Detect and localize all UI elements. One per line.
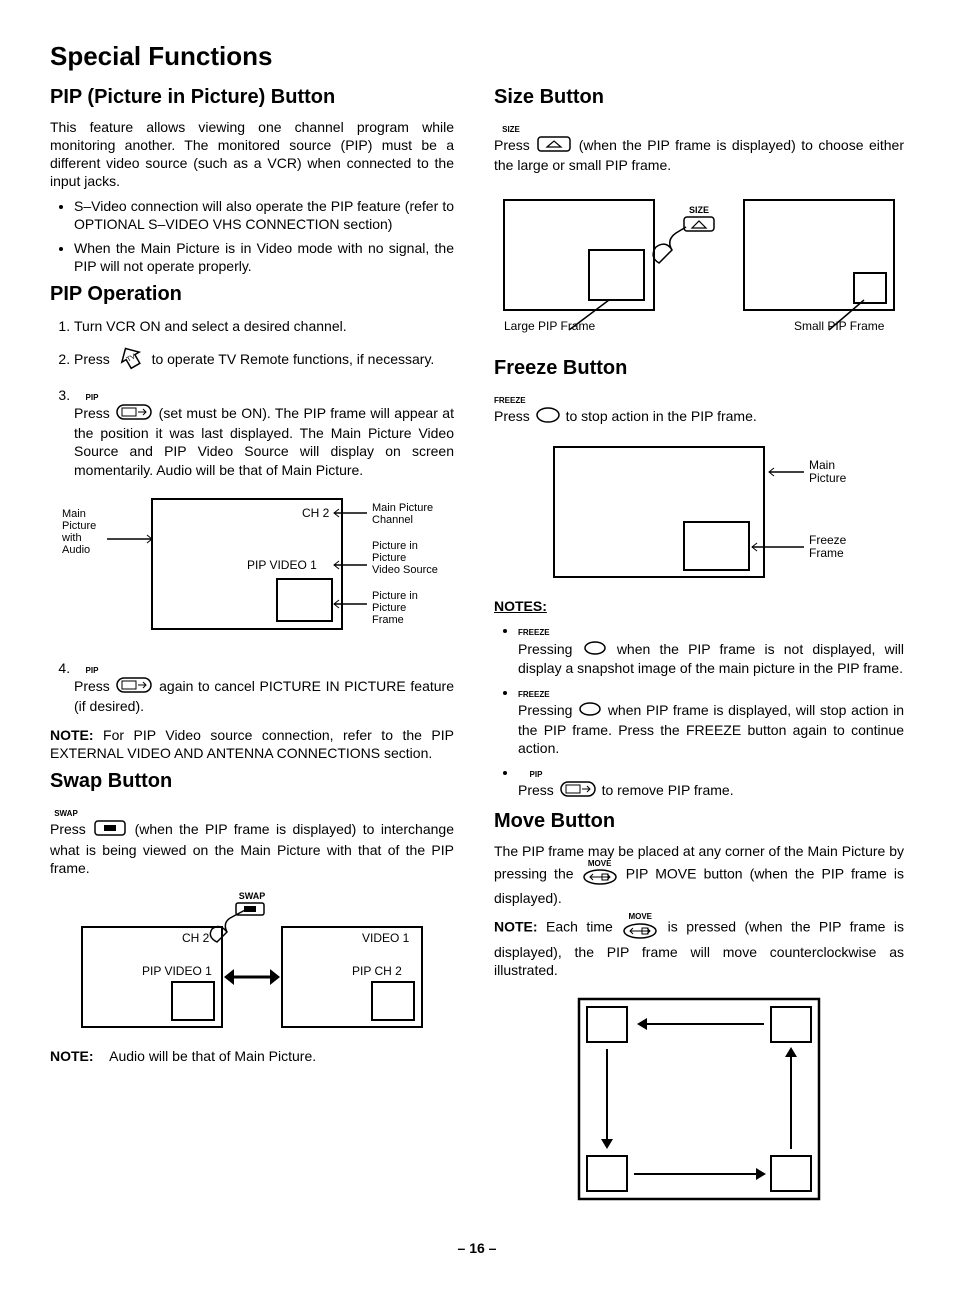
heading-swap: Swap Button xyxy=(50,768,454,794)
move-diagram xyxy=(559,989,839,1209)
swap-diagram: SWAP CH 2 PIP VIDEO 1 VIDEO 1 PIP CH 2 xyxy=(52,887,452,1037)
step-1: Turn VCR ON and select a desired channel… xyxy=(74,317,454,335)
freeze-note-2: FREEZE Pressing when PIP frame is displa… xyxy=(518,683,904,757)
move-text: The PIP frame may be placed at any corne… xyxy=(494,842,904,908)
pip-bullet-2: When the Main Picture is in Video mode w… xyxy=(74,239,454,275)
freeze-icon xyxy=(584,641,606,659)
pip-operation-diagram: CH 2 PIP VIDEO 1 MainPicturewithAudio Ma… xyxy=(52,489,452,649)
step-3: PIP Press (set must be ON). The PIP fram… xyxy=(74,386,454,479)
swap-text: SWAP Press (when the PIP frame is displa… xyxy=(50,802,454,877)
svg-text:Large PIP Frame: Large PIP Frame xyxy=(504,319,595,333)
swap-note: NOTE: Audio will be that of Main Picture… xyxy=(50,1047,454,1065)
svg-text:FreezeFrame: FreezeFrame xyxy=(809,533,847,560)
right-column: Size Button SIZE Press (when the PIP fra… xyxy=(494,78,904,1219)
swap-icon xyxy=(94,820,126,840)
svg-text:Picture inPictureFrame: Picture inPictureFrame xyxy=(372,590,418,626)
pip-icon xyxy=(560,781,596,801)
freeze-icon xyxy=(579,702,601,720)
heading-size: Size Button xyxy=(494,84,904,110)
svg-text:SWAP: SWAP xyxy=(239,891,266,901)
svg-text:Main PictureChannel: Main PictureChannel xyxy=(372,502,433,526)
svg-text:PIP VIDEO 1: PIP VIDEO 1 xyxy=(142,964,212,978)
freeze-diagram: MainPicture FreezeFrame xyxy=(494,437,904,587)
page-title: Special Functions xyxy=(50,40,904,74)
size-diagram: SIZE Large PIP Frame Small PIP Frame xyxy=(494,185,904,345)
tv-icon: TV xyxy=(116,345,146,375)
pip-intro: This feature allows viewing one channel … xyxy=(50,118,454,191)
svg-text:MainPicture: MainPicture xyxy=(809,458,847,485)
pip-bullet-1: S–Video connection will also operate the… xyxy=(74,197,454,233)
step-2: Press TV to operate TV Remote functions,… xyxy=(74,345,454,375)
move-icon xyxy=(623,923,657,943)
page-number: – 16 – xyxy=(50,1239,904,1257)
svg-text:SIZE: SIZE xyxy=(689,205,709,215)
freeze-icon xyxy=(536,407,560,427)
size-text: SIZE Press (when the PIP frame is displa… xyxy=(494,118,904,175)
left-column: PIP (Picture in Picture) Button This fea… xyxy=(50,78,454,1219)
heading-freeze: Freeze Button xyxy=(494,355,904,381)
move-note: NOTE: Each time MOVE is pressed (when th… xyxy=(494,913,904,979)
heading-pip-button: PIP (Picture in Picture) Button xyxy=(50,84,454,110)
svg-text:CH 2: CH 2 xyxy=(302,506,330,520)
size-icon xyxy=(537,136,571,156)
svg-text:Picture inPictureVideo Source: Picture inPictureVideo Source xyxy=(372,540,438,576)
pip-note: NOTE: For PIP Video source connection, r… xyxy=(50,726,454,762)
pip-icon xyxy=(116,677,152,697)
heading-move: Move Button xyxy=(494,808,904,834)
pip-icon xyxy=(116,404,152,424)
svg-text:CH 2: CH 2 xyxy=(182,931,210,945)
svg-text:MainPicturewithAudio: MainPicturewithAudio xyxy=(61,508,96,556)
freeze-note-1: FREEZE Pressing when the PIP frame is no… xyxy=(518,621,904,677)
svg-text:PIP VIDEO 1: PIP VIDEO 1 xyxy=(247,558,317,572)
move-icon xyxy=(583,869,617,889)
notes-heading: NOTES: xyxy=(494,597,904,615)
freeze-text: FREEZE Press to stop action in the PIP f… xyxy=(494,389,904,428)
svg-text:PIP CH 2: PIP CH 2 xyxy=(352,964,402,978)
heading-pip-operation: PIP Operation xyxy=(50,281,454,307)
svg-text:VIDEO 1: VIDEO 1 xyxy=(362,931,410,945)
step-4: PIP Press again to cancel PICTURE IN PIC… xyxy=(74,659,454,716)
freeze-note-3: PIP Press to remove PIP frame. xyxy=(518,763,904,802)
svg-text:Small PIP Frame: Small PIP Frame xyxy=(794,319,885,333)
